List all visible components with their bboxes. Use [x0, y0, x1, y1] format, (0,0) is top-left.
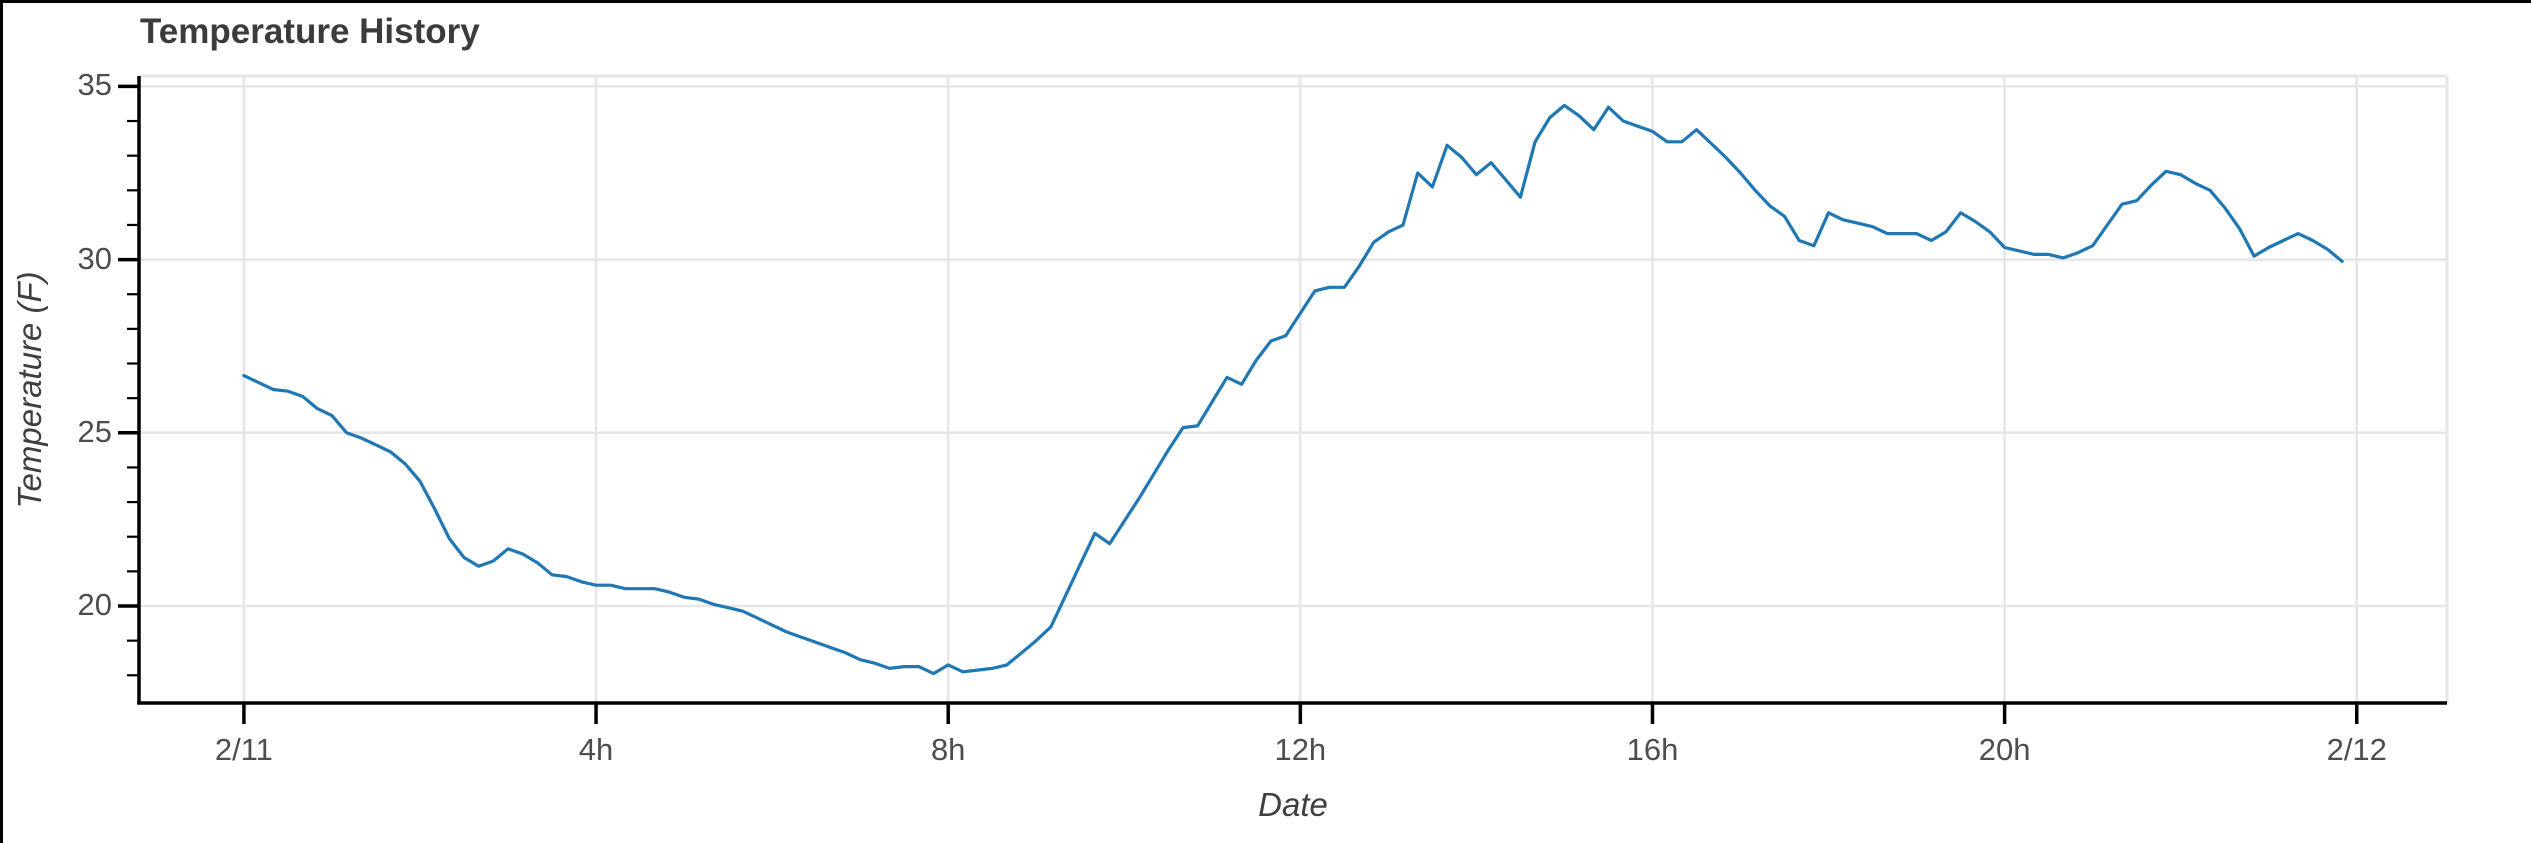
- x-tick-label-2/12: 2/12: [2326, 732, 2387, 767]
- chart-title: Temperature History: [140, 12, 480, 51]
- y-tick-label-35: 35: [77, 67, 112, 103]
- x-tick-label-16h: 16h: [1626, 732, 1679, 767]
- temperature-series-line: [242, 103, 2344, 676]
- y-tick-label-25: 25: [77, 413, 112, 449]
- y-tick-label-30: 30: [77, 240, 112, 276]
- plot-border: [139, 74, 2449, 703]
- x-tick-label-4h: 4h: [578, 732, 614, 767]
- window-border-top: [0, 0, 2531, 3]
- x-tick-label-12h: 12h: [1274, 732, 1327, 767]
- window-border-left: [0, 0, 3, 843]
- x-tick-label-8h: 8h: [930, 732, 966, 767]
- y-tick-label-20: 20: [77, 587, 112, 622]
- tick-marks: [118, 84, 2359, 724]
- x-tick-label-20h: 20h: [1978, 732, 2031, 767]
- x-tick-label-2/11: 2/11: [214, 732, 273, 767]
- y-axis-title: Temperature (F): [11, 271, 48, 509]
- x-axis-title: Date: [1258, 786, 1328, 823]
- gridlines: [139, 76, 2447, 703]
- axes-spines: [137, 76, 2447, 705]
